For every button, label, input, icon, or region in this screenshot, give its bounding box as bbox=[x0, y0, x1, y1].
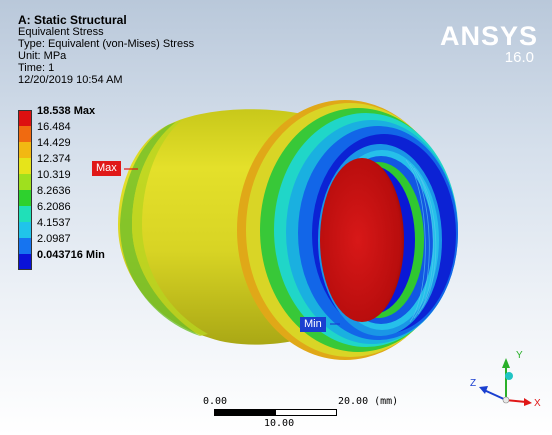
legend-label: 4.1537 bbox=[37, 217, 71, 229]
left-band-edge bbox=[132, 120, 208, 336]
brand-name: ANSYS bbox=[439, 21, 538, 51]
result-name: Equivalent Stress bbox=[18, 26, 104, 38]
legend-swatch bbox=[18, 142, 32, 158]
result-time: Time: 1 bbox=[18, 62, 55, 74]
scale-end-label: 20.00 (mm) bbox=[338, 396, 399, 407]
inner-surface bbox=[320, 158, 404, 322]
scale-mid-label: 10.00 bbox=[264, 418, 295, 429]
legend-label: 2.0987 bbox=[37, 233, 71, 245]
legend-swatch bbox=[18, 190, 32, 206]
min-probe-label[interactable]: Min bbox=[300, 317, 326, 332]
legend-row: 6.2086 bbox=[18, 201, 218, 222]
triad-y-label: Y bbox=[516, 350, 523, 361]
triad-z-label: Z bbox=[470, 378, 476, 389]
legend-row: 8.2636 bbox=[18, 185, 218, 206]
left-band bbox=[120, 122, 200, 336]
legend-label: 18.538 Max bbox=[37, 105, 96, 117]
legend-row: 2.0987 bbox=[18, 233, 218, 254]
max-probe-label[interactable]: Max bbox=[92, 161, 121, 176]
legend-row: 12.374 bbox=[18, 153, 218, 174]
legend-label: 8.2636 bbox=[37, 185, 71, 197]
result-info-panel: A: Static Structural Equivalent Stress T… bbox=[18, 14, 194, 86]
analysis-title: A: Static Structural bbox=[18, 13, 127, 27]
brand-version: 16.0 bbox=[504, 49, 534, 66]
legend-label: 6.2086 bbox=[37, 201, 71, 213]
legend-label: 14.429 bbox=[37, 137, 71, 149]
triad-x-label: X bbox=[534, 398, 541, 409]
thread-lines bbox=[405, 159, 437, 323]
ansys-logo: ANSYS 16.0 bbox=[440, 22, 538, 66]
legend-swatch bbox=[18, 222, 32, 238]
legend-label: 10.319 bbox=[37, 169, 71, 181]
legend-swatch bbox=[18, 126, 32, 142]
scale-start-label: 0.00 bbox=[203, 396, 228, 407]
legend-swatch bbox=[18, 238, 32, 254]
legend-swatch bbox=[18, 254, 32, 270]
legend-swatch bbox=[18, 174, 32, 190]
result-unit: Unit: MPa bbox=[18, 50, 67, 62]
result-date: 12/20/2019 10:54 AM bbox=[18, 74, 123, 86]
legend-row: 18.538 Max bbox=[18, 105, 218, 126]
legend-swatch bbox=[18, 158, 32, 174]
legend-label: 0.043716 Min bbox=[37, 249, 105, 261]
legend-row: 0.043716 Min bbox=[18, 249, 218, 270]
scale-segment-white bbox=[275, 409, 337, 416]
legend-label: 12.374 bbox=[37, 153, 71, 165]
legend-row: 4.1537 bbox=[18, 217, 218, 238]
axis-triad[interactable]: Y X Z bbox=[462, 346, 542, 416]
legend-row: 14.429 bbox=[18, 137, 218, 158]
legend-row: 10.319 bbox=[18, 169, 218, 190]
color-legend: 18.538 Max 16.484 14.429 12.374 10.319 8.2636… bbox=[18, 105, 218, 270]
result-type: Type: Equivalent (von-Mises) Stress bbox=[18, 38, 195, 50]
legend-swatch bbox=[18, 110, 32, 126]
legend-row: 16.484 bbox=[18, 121, 218, 142]
scale-segment-black bbox=[214, 409, 276, 416]
legend-swatch bbox=[18, 206, 32, 222]
legend-label: 16.484 bbox=[37, 121, 71, 133]
